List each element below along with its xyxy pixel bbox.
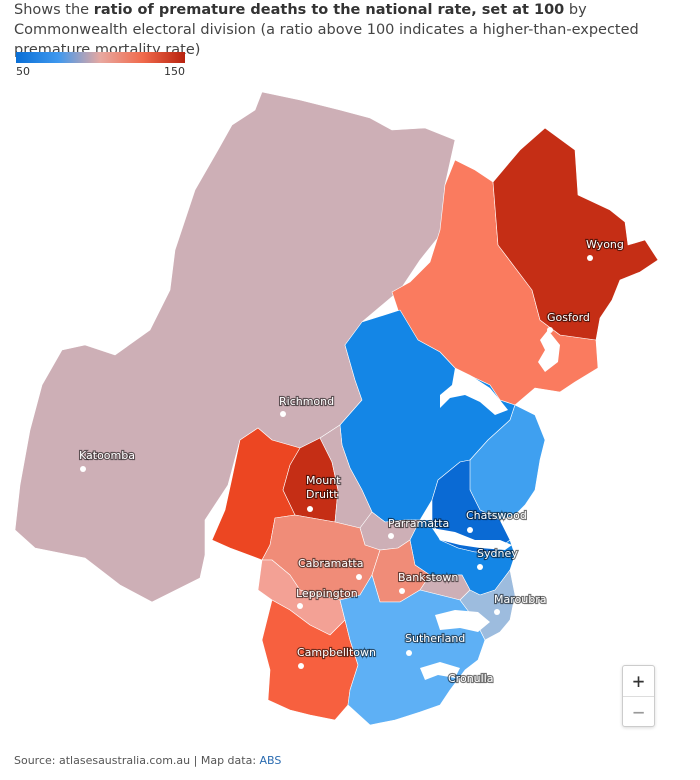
city-label-campbelltown: Campbelltown bbox=[297, 646, 376, 659]
city-label-parramatta: Parramatta bbox=[388, 517, 449, 530]
subtitle-text-1: Shows the bbox=[14, 2, 94, 18]
water-harbour bbox=[432, 528, 512, 550]
city-chatswood: Chatswood bbox=[465, 508, 528, 533]
city-label-chatswood: Chatswood bbox=[466, 509, 527, 522]
legend-max-label: 150 bbox=[164, 65, 185, 78]
water-port-hacking bbox=[420, 662, 460, 680]
city-katoomba: Katoomba bbox=[78, 448, 136, 472]
city-bankstown: Bankstown bbox=[397, 570, 459, 594]
city-wyong: Wyong bbox=[585, 237, 625, 261]
footer-source-text: Source: atlasesaustralia.com.au | Map da… bbox=[14, 754, 260, 767]
map-footer: Source: atlasesaustralia.com.au | Map da… bbox=[14, 754, 281, 767]
city-marker-gosford bbox=[547, 327, 553, 333]
water-botany-bay bbox=[435, 610, 490, 632]
water-brisbane-waters bbox=[538, 330, 560, 372]
color-legend: 50 150 bbox=[16, 52, 185, 78]
city-label-wyong: Wyong bbox=[586, 238, 624, 251]
city-label-bankstown: Bankstown bbox=[398, 571, 458, 584]
city-marker-bankstown bbox=[399, 588, 405, 594]
city-sydney: Sydney bbox=[476, 546, 519, 570]
zoom-in-button[interactable]: + bbox=[632, 669, 645, 693]
city-label-mount: Mount bbox=[306, 474, 341, 487]
city-richmond: Richmond bbox=[278, 394, 335, 417]
city-marker-leppington bbox=[297, 603, 303, 609]
city-marker-sutherland bbox=[406, 650, 412, 656]
city-sutherland: Sutherland bbox=[404, 631, 466, 656]
water-hawkesbury bbox=[440, 368, 508, 415]
zoom-out-button[interactable]: − bbox=[623, 696, 654, 727]
legend-gradient-bar bbox=[16, 52, 185, 63]
legend-labels: 50 150 bbox=[16, 65, 185, 78]
city-label-sutherland: Sutherland bbox=[405, 632, 465, 645]
city-leppington: Leppington bbox=[295, 586, 359, 609]
city-label-gosford: Gosford bbox=[547, 311, 590, 324]
city-marker-parramatta bbox=[388, 533, 394, 539]
city-label-katoomba: Katoomba bbox=[79, 449, 135, 462]
city-marker-cronulla bbox=[449, 666, 455, 672]
city-marker-richmond bbox=[280, 411, 286, 417]
legend-min-label: 50 bbox=[16, 65, 30, 78]
map-subtitle: Shows the ratio of premature deaths to t… bbox=[14, 0, 686, 60]
city-marker-mount-druitt bbox=[307, 506, 313, 512]
city-cabramatta: Cabramatta bbox=[297, 556, 365, 580]
city-label-druitt: Druitt bbox=[306, 488, 338, 501]
city-label-richmond: Richmond bbox=[279, 395, 334, 408]
city-mount-druitt: Mount Druitt bbox=[305, 473, 342, 512]
city-marker-campbelltown bbox=[298, 663, 304, 669]
city-parramatta: Parramatta bbox=[387, 516, 450, 539]
abs-link[interactable]: ABS bbox=[259, 754, 282, 767]
city-gosford: Gosford bbox=[546, 310, 591, 333]
city-label-cronulla: Cronulla bbox=[448, 672, 494, 685]
city-label-leppington: Leppington bbox=[296, 587, 358, 600]
city-marker-sydney bbox=[477, 564, 483, 570]
city-campbelltown: Campbelltown bbox=[296, 645, 377, 669]
city-marker-chatswood bbox=[467, 527, 473, 533]
city-marker-wyong bbox=[587, 255, 593, 261]
subtitle-bold-text: ratio of premature deaths to the nationa… bbox=[93, 2, 565, 18]
city-marker-maroubra bbox=[494, 609, 500, 615]
zoom-control: + − bbox=[622, 665, 655, 727]
region-east-coast[interactable] bbox=[492, 127, 659, 341]
city-label-cabramatta: Cabramatta bbox=[298, 557, 364, 570]
city-marker-cabramatta bbox=[356, 574, 362, 580]
city-marker-katoomba bbox=[80, 466, 86, 472]
city-maroubra: Maroubra bbox=[493, 592, 548, 615]
city-cronulla: Cronulla bbox=[447, 666, 495, 686]
city-label-sydney: Sydney bbox=[477, 547, 518, 560]
city-label-maroubra: Maroubra bbox=[494, 593, 546, 606]
